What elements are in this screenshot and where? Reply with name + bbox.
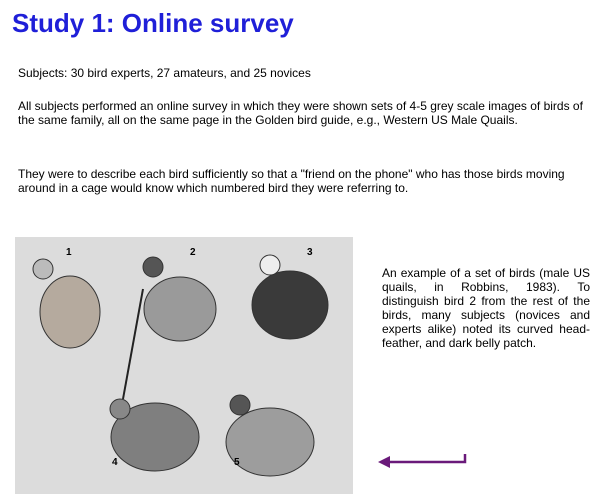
paragraph: Subjects: 30 bird experts, 27 amateurs, …: [18, 66, 593, 80]
bird-number: 2: [190, 247, 196, 258]
bird-number: 3: [307, 247, 313, 258]
bird-number: 5: [234, 457, 240, 468]
bird-number: 1: [66, 247, 72, 258]
bird-figure: 1 2 3 4 5: [15, 237, 353, 494]
title: Study 1: Online survey: [12, 8, 294, 39]
page: Study 1: Online survey Subjects: 30 bird…: [0, 0, 607, 501]
paragraph: They were to describe each bird sufficie…: [18, 167, 593, 195]
caption: An example of a set of birds (male US qu…: [382, 266, 590, 350]
paragraph: All subjects performed an online survey …: [18, 99, 593, 127]
bird-number: 4: [112, 457, 118, 468]
arrow: [370, 445, 480, 475]
